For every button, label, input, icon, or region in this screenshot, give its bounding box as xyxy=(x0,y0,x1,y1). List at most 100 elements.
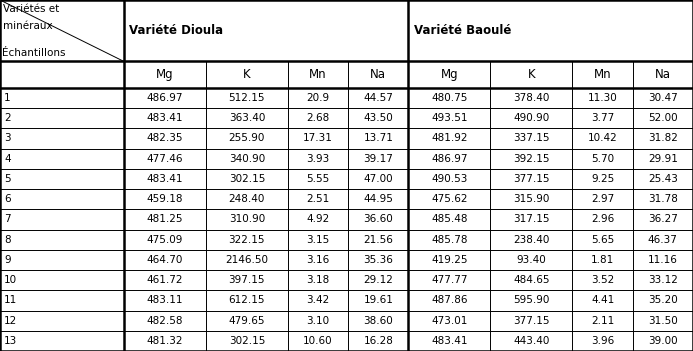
Text: Variété Baoulé: Variété Baoulé xyxy=(414,24,511,37)
Text: 461.72: 461.72 xyxy=(147,275,183,285)
Text: 493.51: 493.51 xyxy=(431,113,468,123)
Text: 17.31: 17.31 xyxy=(303,133,333,143)
Text: 481.25: 481.25 xyxy=(147,214,183,224)
Text: 2146.50: 2146.50 xyxy=(225,255,268,265)
Text: 483.41: 483.41 xyxy=(147,113,183,123)
Text: 13: 13 xyxy=(4,336,17,346)
Text: 29.12: 29.12 xyxy=(363,275,393,285)
Text: 46.37: 46.37 xyxy=(648,234,678,245)
Text: 377.15: 377.15 xyxy=(514,174,550,184)
Text: 38.60: 38.60 xyxy=(363,316,393,326)
Text: 44.95: 44.95 xyxy=(363,194,393,204)
Text: 5.70: 5.70 xyxy=(591,154,614,164)
Text: 3.52: 3.52 xyxy=(591,275,614,285)
Text: 315.90: 315.90 xyxy=(514,194,550,204)
Text: 512.15: 512.15 xyxy=(229,93,265,103)
Text: 486.97: 486.97 xyxy=(147,93,183,103)
Text: 612.15: 612.15 xyxy=(229,296,265,305)
Text: 31.78: 31.78 xyxy=(648,194,678,204)
Text: 2.11: 2.11 xyxy=(591,316,614,326)
Text: 475.09: 475.09 xyxy=(147,234,183,245)
Text: 1: 1 xyxy=(4,93,11,103)
Text: 473.01: 473.01 xyxy=(431,316,468,326)
Text: 2.97: 2.97 xyxy=(591,194,614,204)
Text: 3.15: 3.15 xyxy=(306,234,330,245)
Text: 490.53: 490.53 xyxy=(431,174,468,184)
Text: 30.47: 30.47 xyxy=(648,93,678,103)
Text: 479.65: 479.65 xyxy=(229,316,265,326)
Text: 317.15: 317.15 xyxy=(514,214,550,224)
Text: 238.40: 238.40 xyxy=(514,234,550,245)
Text: Mg: Mg xyxy=(156,68,174,81)
Text: 3.77: 3.77 xyxy=(591,113,614,123)
Text: 322.15: 322.15 xyxy=(229,234,265,245)
Text: 44.57: 44.57 xyxy=(363,93,393,103)
Text: 11.16: 11.16 xyxy=(648,255,678,265)
Text: 10.60: 10.60 xyxy=(304,336,333,346)
Text: 43.50: 43.50 xyxy=(363,113,393,123)
Text: 19.61: 19.61 xyxy=(363,296,393,305)
Text: 31.50: 31.50 xyxy=(648,316,678,326)
Text: 482.35: 482.35 xyxy=(147,133,183,143)
Text: 397.15: 397.15 xyxy=(229,275,265,285)
Text: 340.90: 340.90 xyxy=(229,154,265,164)
Text: 2.96: 2.96 xyxy=(591,214,614,224)
Text: 595.90: 595.90 xyxy=(514,296,550,305)
Text: 10: 10 xyxy=(4,275,17,285)
Text: 481.32: 481.32 xyxy=(147,336,183,346)
Text: 459.18: 459.18 xyxy=(147,194,183,204)
Text: 39.00: 39.00 xyxy=(648,336,678,346)
Text: 490.90: 490.90 xyxy=(514,113,550,123)
Text: 3.96: 3.96 xyxy=(591,336,614,346)
Text: 1.81: 1.81 xyxy=(591,255,614,265)
Text: 29.91: 29.91 xyxy=(648,154,678,164)
Text: 5.55: 5.55 xyxy=(306,174,330,184)
Text: Na: Na xyxy=(370,68,386,81)
Text: 302.15: 302.15 xyxy=(229,174,265,184)
Text: 39.17: 39.17 xyxy=(363,154,393,164)
Text: 4: 4 xyxy=(4,154,11,164)
Text: 483.41: 483.41 xyxy=(147,174,183,184)
Text: 302.15: 302.15 xyxy=(229,336,265,346)
Text: 5.65: 5.65 xyxy=(591,234,614,245)
Text: K: K xyxy=(243,68,251,81)
Text: 21.56: 21.56 xyxy=(363,234,393,245)
Text: 36.27: 36.27 xyxy=(648,214,678,224)
Text: 3.10: 3.10 xyxy=(306,316,330,326)
Text: 25.43: 25.43 xyxy=(648,174,678,184)
Text: 3.18: 3.18 xyxy=(306,275,330,285)
Text: 477.77: 477.77 xyxy=(431,275,468,285)
Text: 310.90: 310.90 xyxy=(229,214,265,224)
Text: 93.40: 93.40 xyxy=(516,255,546,265)
Text: 419.25: 419.25 xyxy=(431,255,468,265)
Text: Mg: Mg xyxy=(441,68,458,81)
Text: 485.78: 485.78 xyxy=(431,234,468,245)
Text: 35.20: 35.20 xyxy=(648,296,678,305)
Text: 483.41: 483.41 xyxy=(431,336,468,346)
Text: 3.93: 3.93 xyxy=(306,154,330,164)
Text: 483.11: 483.11 xyxy=(147,296,183,305)
Text: 3.16: 3.16 xyxy=(306,255,330,265)
Text: 464.70: 464.70 xyxy=(147,255,183,265)
Text: 2: 2 xyxy=(4,113,11,123)
Text: 7: 7 xyxy=(4,214,11,224)
Text: 9.25: 9.25 xyxy=(591,174,614,184)
Text: 5: 5 xyxy=(4,174,11,184)
Text: 20.9: 20.9 xyxy=(306,93,330,103)
Text: K: K xyxy=(527,68,535,81)
Text: Échantillons: Échantillons xyxy=(2,48,66,58)
Text: 482.58: 482.58 xyxy=(147,316,183,326)
Text: 33.12: 33.12 xyxy=(648,275,678,285)
Text: 6: 6 xyxy=(4,194,11,204)
Text: 377.15: 377.15 xyxy=(514,316,550,326)
Text: 10.42: 10.42 xyxy=(588,133,617,143)
Text: 52.00: 52.00 xyxy=(648,113,678,123)
Text: 2.51: 2.51 xyxy=(306,194,330,204)
Text: 16.28: 16.28 xyxy=(363,336,393,346)
Text: 12: 12 xyxy=(4,316,17,326)
Text: 378.40: 378.40 xyxy=(514,93,550,103)
Text: 3: 3 xyxy=(4,133,11,143)
Text: 337.15: 337.15 xyxy=(514,133,550,143)
Text: 443.40: 443.40 xyxy=(514,336,550,346)
Text: 9: 9 xyxy=(4,255,11,265)
